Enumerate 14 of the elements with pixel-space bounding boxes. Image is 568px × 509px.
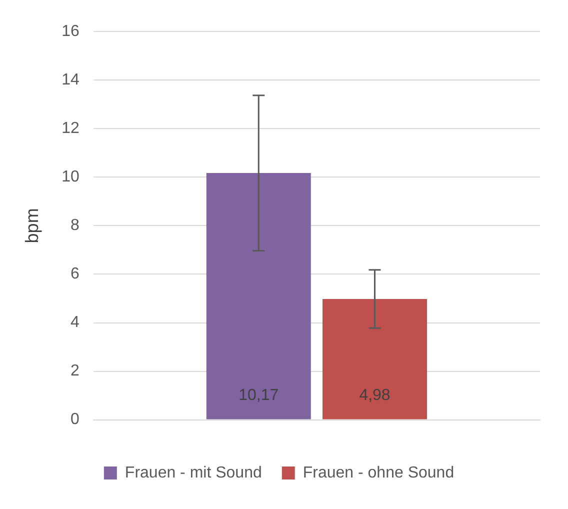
y-tick-label: 4 <box>70 314 80 332</box>
y-tick-label: 8 <box>70 217 80 234</box>
y-tick-label: 12 <box>62 120 80 138</box>
data-label: 10,17 <box>238 387 279 404</box>
legend-label: Frauen - ohne Sound <box>302 464 454 482</box>
y-tick-label: 2 <box>70 362 80 380</box>
legend-label: Frauen - mit Sound <box>124 464 262 482</box>
y-tick-label: 6 <box>70 266 80 283</box>
y-tick-label: 10 <box>62 168 80 186</box>
y-tick-label: 14 <box>62 72 80 89</box>
y-tick-label: 16 <box>62 23 80 40</box>
y-tick-label: 0 <box>70 411 80 428</box>
y-axis-title: bpm <box>22 208 42 244</box>
data-label: 4,98 <box>359 387 390 404</box>
